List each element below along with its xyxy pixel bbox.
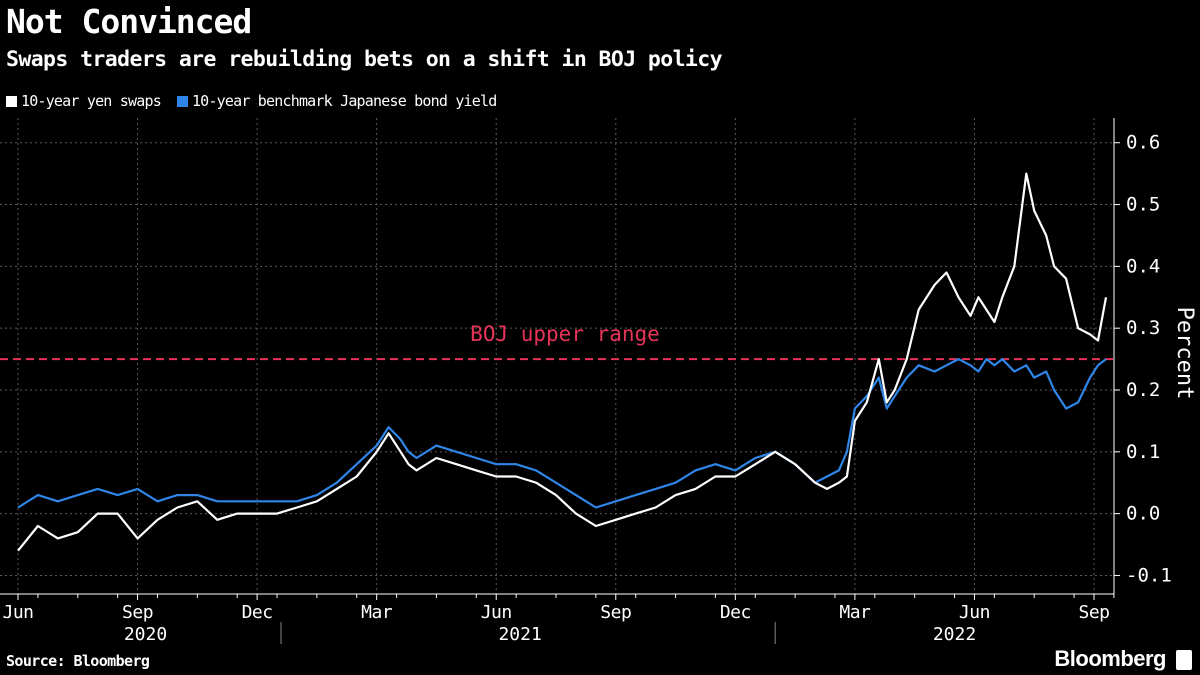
y-tick-label: 0.5 <box>1126 194 1160 216</box>
x-tick-label: Sep <box>122 602 153 623</box>
x-tick-label: Jun <box>959 602 990 623</box>
x-tick-label: Jun <box>481 602 512 623</box>
legend-swatch-bond-yield <box>176 95 188 107</box>
legend-item-bond-yield: 10-year benchmark Japanese bond yield <box>176 92 497 110</box>
y-tick-label: 0.3 <box>1126 317 1160 339</box>
legend-label-swaps: 10-year yen swaps <box>21 92 162 110</box>
chart-subtitle: Swaps traders are rebuilding bets on a s… <box>6 47 723 72</box>
axes: -0.1 0.0 0.1 0.2 0.3 0.4 0.5 0.6 Jun Sep Dec Mar Jun… <box>0 118 1197 645</box>
legend-item-swaps: 10-year yen swaps <box>6 92 162 110</box>
x-tick-label: Mar <box>361 602 393 623</box>
year-label: 2022 <box>933 624 976 645</box>
year-label: 2021 <box>498 624 541 645</box>
source-note: Source: Bloomberg <box>6 652 150 670</box>
year-label: 2020 <box>124 624 167 645</box>
legend: 10-year yen swaps 10-year benchmark Japa… <box>6 92 497 110</box>
series-lines <box>17 172 1108 552</box>
legend-label-bond-yield: 10-year benchmark Japanese bond yield <box>191 92 497 110</box>
x-tick-label: Mar <box>839 602 871 623</box>
y-tick-label: -0.1 <box>1126 564 1172 586</box>
x-tick-label: Sep <box>1078 602 1109 623</box>
y-tick-label: 0.4 <box>1126 255 1160 277</box>
y-tick-label: 0.0 <box>1126 503 1160 525</box>
bloomberg-logo: Bloomberg <box>1054 646 1166 671</box>
y-tick-label: 0.1 <box>1126 441 1160 463</box>
x-tick-label: Jun <box>2 602 33 623</box>
reference-line-group: BOJ upper range <box>0 322 1114 361</box>
y-tick-label: 0.6 <box>1126 132 1160 154</box>
chart-title: Not Convinced <box>6 2 252 41</box>
reference-line-label: BOJ upper range <box>470 322 660 346</box>
legend-swatch-swaps <box>6 95 17 107</box>
y-axis-label: Percent <box>1172 307 1197 400</box>
series-line-bond-yield <box>17 358 1107 509</box>
grid <box>0 118 1114 594</box>
y-tick-label: 0.2 <box>1126 379 1160 401</box>
x-tick-label: Dec <box>242 602 273 623</box>
x-tick-label: Dec <box>720 602 751 623</box>
series-line-swaps <box>17 172 1108 552</box>
x-tick-label: Sep <box>600 602 631 623</box>
bloomberg-badge-icon <box>1176 650 1192 670</box>
